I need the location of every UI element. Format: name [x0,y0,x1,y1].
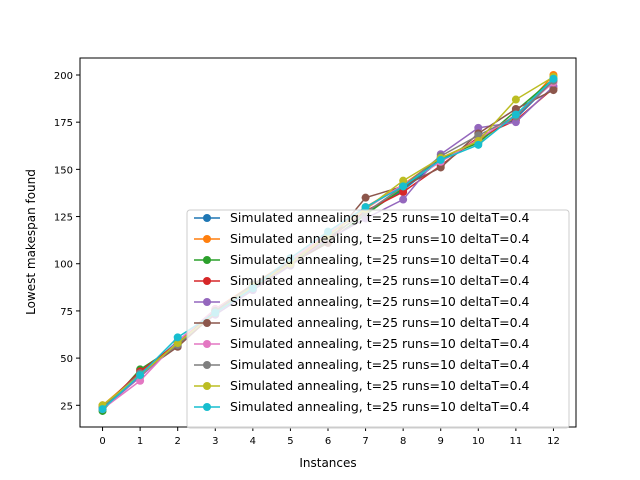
data-point [399,188,408,197]
y-tick-label: 75 [60,307,73,318]
legend-label: Simulated annealing, t=25 runs=10 deltaT… [230,315,530,330]
legend-item: Simulated annealing, t=25 runs=10 deltaT… [194,210,530,225]
legend-item: Simulated annealing, t=25 runs=10 deltaT… [194,378,530,393]
legend-item: Simulated annealing, t=25 runs=10 deltaT… [194,294,530,309]
y-tick-label: 150 [54,165,73,176]
data-point [474,140,483,149]
legend-label: Simulated annealing, t=25 runs=10 deltaT… [230,210,530,225]
data-point [549,74,558,83]
data-point [361,193,370,202]
legend-item: Simulated annealing, t=25 runs=10 deltaT… [194,315,530,330]
data-point [399,195,408,204]
x-tick-label: 5 [287,436,293,447]
legend-label: Simulated annealing, t=25 runs=10 deltaT… [230,336,530,351]
data-point [436,163,445,172]
legend-label: Simulated annealing, t=25 runs=10 deltaT… [230,399,530,414]
legend-box [186,209,570,429]
x-tick-label: 2 [175,436,181,447]
x-tick-label: 6 [325,436,331,447]
legend-marker [203,403,211,411]
x-tick-label: 8 [400,436,406,447]
legend-marker [203,277,211,285]
data-point [173,333,182,342]
legend-marker [203,235,211,243]
x-tick-label: 3 [212,436,218,447]
data-point [399,182,408,191]
y-tick-label: 125 [54,213,73,224]
x-tick-label: 0 [99,436,105,447]
legend-marker [203,361,211,369]
x-tick-label: 9 [438,436,444,447]
legend-label: Simulated annealing, t=25 runs=10 deltaT… [230,231,530,246]
data-point [549,86,558,95]
x-tick-label: 12 [547,436,560,447]
legend-item: Simulated annealing, t=25 runs=10 deltaT… [194,231,530,246]
y-tick-label: 200 [54,71,73,82]
legend-item: Simulated annealing, t=25 runs=10 deltaT… [194,252,530,267]
legend-label: Simulated annealing, t=25 runs=10 deltaT… [230,273,530,288]
y-tick-label: 100 [54,260,73,271]
legend-label: Simulated annealing, t=25 runs=10 deltaT… [230,252,530,267]
data-point [511,118,520,127]
y-axis-label: Lowest makespan found [24,169,38,315]
y-tick-label: 175 [54,118,73,129]
legend-item: Simulated annealing, t=25 runs=10 deltaT… [194,336,530,351]
data-point [136,371,145,380]
x-tick-label: 4 [250,436,256,447]
data-point [436,155,445,164]
data-point [511,95,520,104]
legend-marker [203,214,211,222]
legend-marker [203,340,211,348]
x-tick-label: 11 [510,436,523,447]
legend-item: Simulated annealing, t=25 runs=10 deltaT… [194,273,530,288]
y-tick-label: 50 [60,354,73,365]
legend-marker [203,256,211,264]
legend-label: Simulated annealing, t=25 runs=10 deltaT… [230,294,530,309]
x-tick-label: 1 [137,436,143,447]
legend-marker [203,319,211,327]
legend-marker [203,382,211,390]
legend-item: Simulated annealing, t=25 runs=10 deltaT… [194,399,530,414]
y-tick-label: 25 [60,401,73,412]
data-point [511,104,520,113]
legend-label: Simulated annealing, t=25 runs=10 deltaT… [230,378,530,393]
data-point [173,339,182,348]
x-axis-label: Instances [299,456,356,470]
legend-label: Simulated annealing, t=25 runs=10 deltaT… [230,357,530,372]
x-tick-label: 10 [472,436,485,447]
x-tick-label: 7 [362,436,368,447]
data-point [511,110,520,119]
legend: Simulated annealing, t=25 runs=10 deltaT… [186,209,570,429]
data-point [98,405,107,414]
data-point [361,203,370,212]
data-point [399,176,408,185]
legend-item: Simulated annealing, t=25 runs=10 deltaT… [194,357,530,372]
data-point [474,131,483,140]
data-point [474,123,483,132]
data-point [136,376,145,385]
legend-marker [203,298,211,306]
